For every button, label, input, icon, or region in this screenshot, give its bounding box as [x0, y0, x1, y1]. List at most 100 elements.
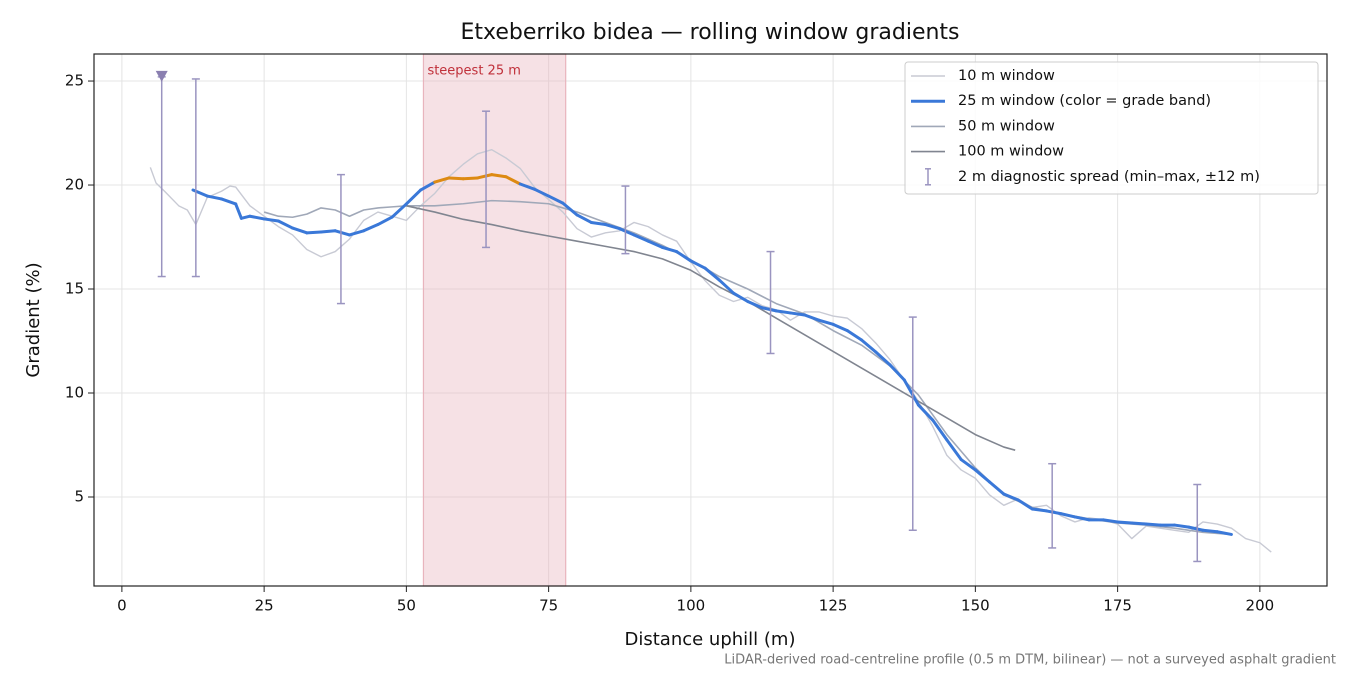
series-segment [774, 309, 792, 315]
series-segment [717, 278, 736, 295]
series-segment [490, 173, 508, 179]
series-segment [817, 318, 835, 326]
series-segment [1016, 498, 1034, 511]
series-segment [732, 291, 750, 303]
y-tick-label: 5 [74, 487, 84, 505]
series-segment [1116, 520, 1134, 525]
series-segment [689, 259, 707, 270]
series-segment [461, 176, 479, 181]
y-tick-label: 15 [65, 280, 84, 298]
series-segment [1144, 522, 1162, 527]
legend-label: 10 m window [958, 68, 1055, 84]
series-segment [1173, 523, 1191, 529]
x-axis-label: Distance uphill (m) [625, 629, 796, 650]
series-segment [333, 229, 351, 237]
y-tick-label: 10 [65, 383, 84, 401]
series-segment [988, 480, 1006, 496]
series-line [406, 205, 1016, 451]
legend-label: 25 m window (color = grade band) [958, 93, 1211, 109]
series-segment [305, 230, 323, 235]
series-segment [1130, 521, 1148, 526]
series-segment [1059, 512, 1077, 519]
series-segment [575, 213, 593, 224]
series-segment [589, 220, 608, 227]
series-segment [803, 313, 821, 322]
series-line [263, 199, 1232, 536]
legend-label: 2 m diagnostic spread (min–max, ±12 m) [958, 169, 1260, 185]
series-segment [959, 458, 977, 472]
series-segment [1201, 528, 1219, 534]
series-segment [1044, 509, 1063, 516]
series-segment [973, 468, 992, 484]
series-segment [660, 245, 679, 254]
series-segment [248, 214, 266, 221]
y-tick-label: 20 [65, 176, 84, 194]
series-segment [205, 194, 223, 201]
x-tick-label: 25 [255, 597, 274, 615]
legend-label: 100 m window [958, 144, 1064, 160]
max-marker [155, 70, 168, 82]
series-segment [390, 202, 408, 219]
x-tick-label: 100 [677, 597, 706, 615]
series-segment [618, 227, 636, 237]
series-segment [604, 223, 622, 231]
series-segment [219, 197, 238, 206]
x-tick-label: 125 [819, 597, 848, 615]
series-segment [475, 173, 494, 180]
series-segment [931, 418, 949, 442]
series-segment [276, 219, 295, 230]
series-segment [916, 403, 935, 422]
series-segment [319, 229, 337, 234]
series-segment [447, 176, 465, 181]
legend-label: 50 m window [958, 118, 1055, 134]
series-segment [262, 217, 280, 223]
series-segment [419, 180, 437, 192]
series-segment [902, 378, 920, 407]
shade-label: steepest 25 m [427, 64, 520, 79]
x-tick-label: 200 [1246, 597, 1275, 615]
series-segment [675, 250, 693, 263]
series-segment [291, 226, 309, 235]
series-segment [632, 233, 650, 243]
series-line [149, 148, 1272, 553]
x-tick-label: 175 [1103, 597, 1132, 615]
series-segment [1002, 492, 1020, 502]
series-segment [362, 223, 380, 233]
plot-area [149, 148, 1272, 553]
chart-title: Etxeberriko bidea — rolling window gradi… [460, 20, 959, 45]
series-segment [518, 182, 536, 191]
series-segment [433, 176, 451, 184]
series-segment [234, 202, 243, 220]
series-segment [945, 438, 963, 462]
x-tick-label: 75 [539, 597, 558, 615]
series-segment [788, 311, 807, 317]
footnote: LiDAR-derived road-centreline profile (0… [724, 653, 1336, 668]
series-segment [1215, 530, 1233, 536]
series-segment [646, 239, 664, 249]
x-tick-label: 0 [117, 597, 127, 615]
series-segment [1187, 525, 1205, 532]
shade [422, 53, 567, 587]
series-segment [888, 363, 906, 382]
plot-frame [93, 53, 1328, 587]
series-segment [845, 329, 864, 342]
series-segment [874, 350, 892, 367]
series-segment [376, 215, 394, 227]
legend: 10 m window 25 m window (color = grade ba… [904, 61, 1319, 195]
x-tick-label: 150 [961, 597, 990, 615]
series-segment [831, 322, 849, 333]
series-segment [404, 188, 423, 206]
series-segment [760, 306, 778, 313]
x-tick-label: 50 [397, 597, 416, 615]
series-segment [860, 338, 878, 354]
series-segment [561, 201, 579, 217]
series-segment [1073, 515, 1091, 522]
series-segment [1030, 507, 1048, 513]
series-segment [746, 299, 764, 310]
series-segment [703, 266, 721, 282]
series-segment [347, 229, 366, 237]
series-segment [504, 175, 522, 186]
y-axis-label: Gradient (%) [23, 262, 44, 377]
series-segment [547, 194, 565, 205]
